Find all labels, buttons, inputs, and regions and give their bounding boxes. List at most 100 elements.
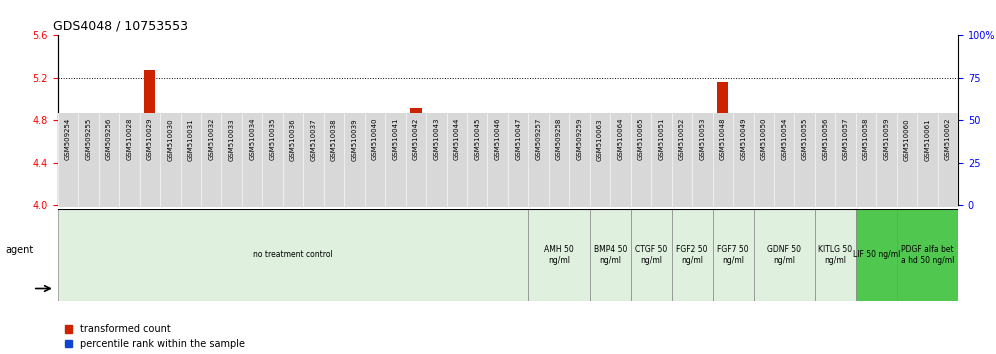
Text: GSM510065: GSM510065 [638, 118, 644, 160]
Bar [679, 182, 685, 192]
Text: GSM510064: GSM510064 [618, 118, 623, 160]
Bar [658, 175, 664, 185]
Bar [883, 176, 889, 187]
Text: GSM510056: GSM510056 [822, 118, 828, 160]
Bar [676, 170, 687, 205]
Bar [86, 188, 92, 199]
Bar [229, 185, 235, 195]
Text: LIF 50 ng/ml: LIF 50 ng/ml [853, 250, 900, 259]
Text: FGF2 50
ng/ml: FGF2 50 ng/ml [676, 245, 708, 264]
Bar [699, 183, 705, 194]
Bar [147, 154, 152, 165]
Bar [754, 209, 815, 301]
Bar [247, 165, 258, 205]
Bar [799, 138, 811, 205]
Bar [761, 183, 767, 194]
Bar [671, 209, 712, 301]
Bar [167, 175, 173, 185]
Bar [533, 163, 544, 205]
Bar [904, 158, 910, 169]
Bar [942, 166, 953, 205]
Bar [924, 171, 930, 182]
Bar [712, 209, 754, 301]
Text: GSM510037: GSM510037 [311, 118, 317, 161]
Bar [83, 176, 94, 205]
Bar [249, 166, 255, 177]
Text: GSM510063: GSM510063 [597, 118, 603, 161]
Bar [124, 133, 135, 205]
Text: GSM510046: GSM510046 [495, 118, 501, 160]
Text: AMH 50
ng/ml: AMH 50 ng/ml [544, 245, 574, 264]
Bar [758, 170, 769, 205]
Bar [896, 209, 958, 301]
Bar [595, 162, 606, 205]
Text: GSM510039: GSM510039 [352, 118, 358, 161]
Text: GSM510048: GSM510048 [720, 118, 726, 160]
Text: GSM510033: GSM510033 [229, 118, 235, 161]
Bar [104, 171, 115, 205]
Text: GDS4048 / 10753553: GDS4048 / 10753553 [53, 20, 188, 33]
Bar [413, 154, 418, 165]
Bar [205, 171, 217, 205]
Bar [188, 188, 193, 199]
Bar [126, 163, 132, 173]
Bar [352, 163, 358, 173]
Text: GSM510050: GSM510050 [761, 118, 767, 160]
Text: GSM510059: GSM510059 [883, 118, 889, 160]
Text: GSM510051: GSM510051 [658, 118, 664, 160]
Bar [598, 171, 603, 182]
Bar [638, 171, 643, 182]
Bar [208, 182, 214, 192]
Bar [311, 171, 317, 182]
Text: GSM510028: GSM510028 [126, 118, 132, 160]
Bar [823, 168, 828, 178]
Bar [495, 166, 501, 177]
Bar [370, 113, 380, 205]
Bar [615, 133, 626, 205]
Bar [472, 139, 483, 205]
Text: GSM510044: GSM510044 [454, 118, 460, 160]
Bar [574, 184, 586, 205]
Text: BMP4 50
ng/ml: BMP4 50 ng/ml [594, 245, 626, 264]
Text: CTGF 50
ng/ml: CTGF 50 ng/ml [635, 245, 667, 264]
Bar [290, 158, 296, 169]
Bar [270, 163, 276, 173]
Bar [618, 163, 623, 173]
Text: GSM510045: GSM510045 [474, 118, 480, 160]
Text: GSM510047: GSM510047 [515, 118, 521, 160]
Bar [226, 173, 237, 205]
Bar [308, 163, 319, 205]
Bar [781, 163, 787, 173]
Bar [901, 131, 912, 205]
Bar [515, 171, 521, 182]
Bar [802, 158, 808, 169]
Bar [556, 175, 562, 185]
Text: no treatment control: no treatment control [253, 250, 333, 259]
Bar [740, 163, 746, 173]
Text: GSM510054: GSM510054 [781, 118, 787, 160]
Bar [267, 136, 278, 205]
Text: KITLG 50
ng/ml: KITLG 50 ng/ml [819, 245, 853, 264]
Bar [529, 209, 590, 301]
Text: GSM510041: GSM510041 [392, 118, 398, 160]
Text: GSM509255: GSM509255 [86, 118, 92, 160]
Text: GSM509258: GSM509258 [556, 118, 562, 160]
Bar [144, 70, 155, 205]
Text: PDGF alfa bet
a hd 50 ng/ml: PDGF alfa bet a hd 50 ng/ml [900, 245, 954, 264]
Text: GSM510034: GSM510034 [249, 118, 255, 160]
Bar [454, 168, 460, 178]
Text: GSM510053: GSM510053 [699, 118, 705, 160]
Bar [185, 177, 196, 205]
Bar [106, 183, 112, 194]
Text: GSM510042: GSM510042 [413, 118, 419, 160]
Bar [720, 158, 726, 169]
Bar [331, 168, 337, 178]
Bar [389, 134, 401, 205]
Text: GSM509259: GSM509259 [577, 118, 583, 160]
Bar [779, 139, 790, 205]
Bar [373, 154, 377, 165]
Bar [861, 168, 872, 205]
Bar [513, 160, 524, 205]
Text: GSM510062: GSM510062 [945, 118, 951, 160]
Bar [864, 183, 869, 194]
